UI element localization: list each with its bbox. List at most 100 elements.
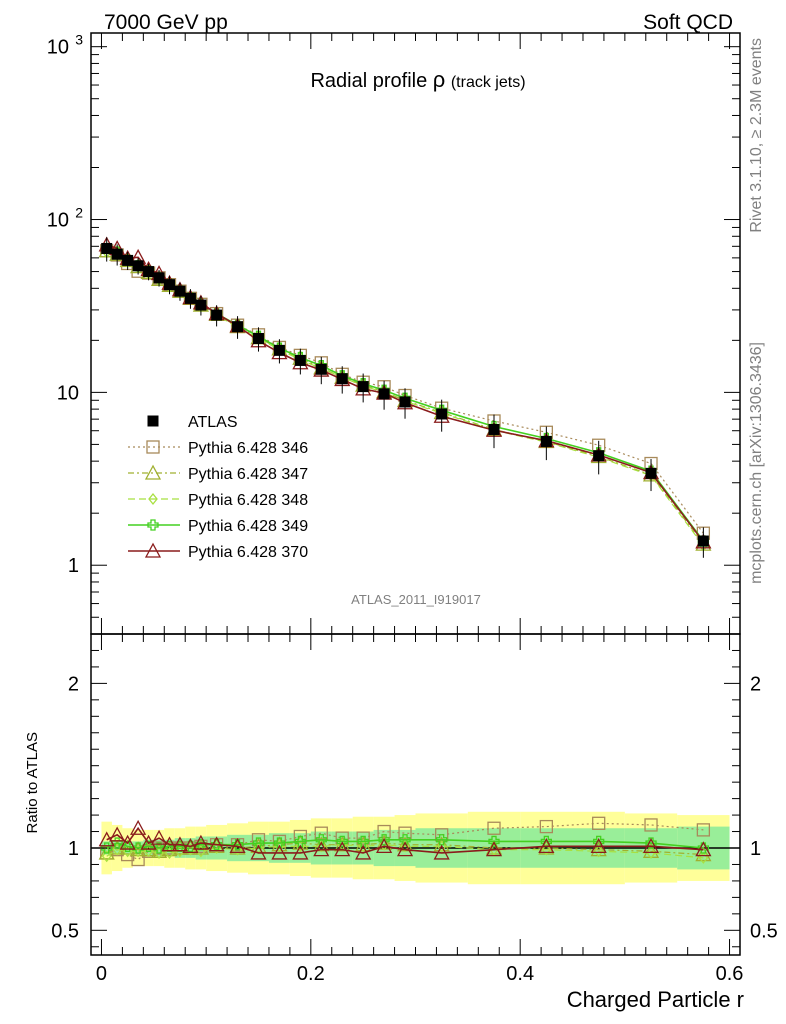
ratio-y-axis-label: Ratio to ATLAS xyxy=(24,732,41,833)
data-point xyxy=(645,467,657,479)
ratio-marker xyxy=(292,834,309,850)
data-point xyxy=(153,272,165,284)
ratio-marker xyxy=(112,843,123,856)
legend-item-1: Pythia 6.428 346 xyxy=(128,440,308,457)
data-point xyxy=(488,423,500,435)
series-line-ratio xyxy=(106,826,704,854)
ratio-marker xyxy=(644,818,658,832)
legend-label: Pythia 6.428 370 xyxy=(188,544,308,561)
y-tick-label: 10 xyxy=(47,37,69,59)
ratio-tick-label: 0.5 xyxy=(51,920,79,942)
ratio-marker xyxy=(295,840,306,853)
ratio-marker xyxy=(293,829,308,844)
ratio-marker xyxy=(396,841,414,857)
rivet-label: Rivet 3.1.10, ≥ 2.3M events xyxy=(748,38,765,233)
ratio-tick-label-right: 2 xyxy=(750,673,761,695)
x-tick-label: 0.2 xyxy=(297,963,325,985)
ratio-marker xyxy=(294,835,307,848)
ratio-tick-label: 1 xyxy=(68,838,79,860)
ratio-marker xyxy=(98,844,115,860)
y-tick-exponent: 3 xyxy=(75,32,83,48)
chart-title: Radial profile ρ (track jets) xyxy=(310,67,525,92)
ratio-marker xyxy=(161,841,178,857)
x-tick-label: 0.4 xyxy=(506,963,534,985)
ratio-marker xyxy=(336,835,348,848)
ratio-marker xyxy=(315,834,327,846)
ratio-marker xyxy=(98,831,115,847)
header-right: Soft QCD xyxy=(643,11,733,34)
data-point xyxy=(593,450,605,462)
x-axis-label: Charged Particle r xyxy=(567,987,744,1012)
data-point xyxy=(211,309,223,321)
ratio-marker xyxy=(316,840,327,853)
data-point xyxy=(399,396,411,408)
ratio-marker xyxy=(140,834,157,850)
ratio-marker xyxy=(695,841,712,857)
ratio-marker xyxy=(273,837,286,849)
data-point xyxy=(436,408,448,420)
ratio-marker xyxy=(130,819,147,835)
data-point xyxy=(232,321,244,333)
data-point xyxy=(697,535,709,547)
ratio-marker xyxy=(101,842,113,854)
ratio-marker xyxy=(541,843,552,856)
ratio-marker xyxy=(161,836,178,852)
x-tick-label: 0.6 xyxy=(716,963,744,985)
legend-label: Pythia 6.428 346 xyxy=(188,440,308,457)
data-point xyxy=(378,388,390,400)
ratio-marker xyxy=(695,846,712,862)
legend-marker xyxy=(147,415,159,427)
legend-marker xyxy=(144,464,162,480)
ratio-marker xyxy=(153,842,165,854)
ratio-marker xyxy=(485,841,503,857)
legend-item-5: Pythia 6.428 370 xyxy=(128,542,308,561)
ratio-marker xyxy=(252,837,265,849)
legend: ATLAS Pythia 6.428 346 Pythia 6.428 347 Pyt… xyxy=(128,414,308,561)
ratio-marker xyxy=(590,837,607,854)
mcplots-label: mcplots.cern.ch [arXiv:1306.3436] xyxy=(748,342,765,584)
legend-label: ATLAS xyxy=(188,414,238,431)
y-tick-label: 10 xyxy=(47,210,69,232)
axis-ticks: 0 0.2 0.4 0.6 1 10 10 2 10 3 0.5 0.5 1 1 2 2 xyxy=(47,32,778,985)
ratio-marker xyxy=(101,850,112,863)
ratio-marker xyxy=(399,834,411,846)
ratio-marker xyxy=(436,840,447,853)
ratio-marker xyxy=(645,837,657,849)
ratio-marker xyxy=(355,844,372,860)
y-tick-label: 1 xyxy=(68,555,79,577)
title-symbol: ρ xyxy=(433,67,446,92)
legend-marker xyxy=(148,492,158,506)
data-point xyxy=(122,254,134,266)
ratio-tick-label-right: 0.5 xyxy=(750,920,778,942)
ratio-marker xyxy=(488,835,500,848)
atlas-data xyxy=(101,237,709,558)
ratio-marker xyxy=(593,845,604,858)
ratio-marker xyxy=(229,837,246,854)
series-layer xyxy=(98,236,712,867)
ratio-marker xyxy=(642,837,660,854)
title-suffix: (track jets) xyxy=(451,74,526,91)
ratio-marker xyxy=(433,844,450,860)
ratio-marker xyxy=(109,826,126,842)
series-line-main xyxy=(106,250,704,545)
ratio-marker xyxy=(377,824,391,839)
ratio-marker xyxy=(487,821,501,835)
ratio-marker xyxy=(538,837,555,854)
y-tick-label: 10 xyxy=(57,382,79,404)
ratio-marker xyxy=(192,839,209,855)
data-point xyxy=(294,354,306,366)
ratio-marker xyxy=(539,819,553,834)
x-tick-label: 0 xyxy=(96,963,107,985)
ratio-marker xyxy=(357,835,369,848)
ratio-marker xyxy=(119,834,136,850)
ratio-marker xyxy=(192,834,209,850)
data-point xyxy=(252,332,264,344)
ratio-marker xyxy=(646,846,656,859)
y-tick-exponent: 2 xyxy=(75,205,83,221)
ratio-marker xyxy=(171,836,189,852)
header-left: 7000 GeV pp xyxy=(104,11,228,34)
ratio-marker xyxy=(313,841,330,857)
ratio-marker xyxy=(334,841,351,857)
ratio-marker xyxy=(132,842,144,854)
legend-marker xyxy=(144,542,162,558)
